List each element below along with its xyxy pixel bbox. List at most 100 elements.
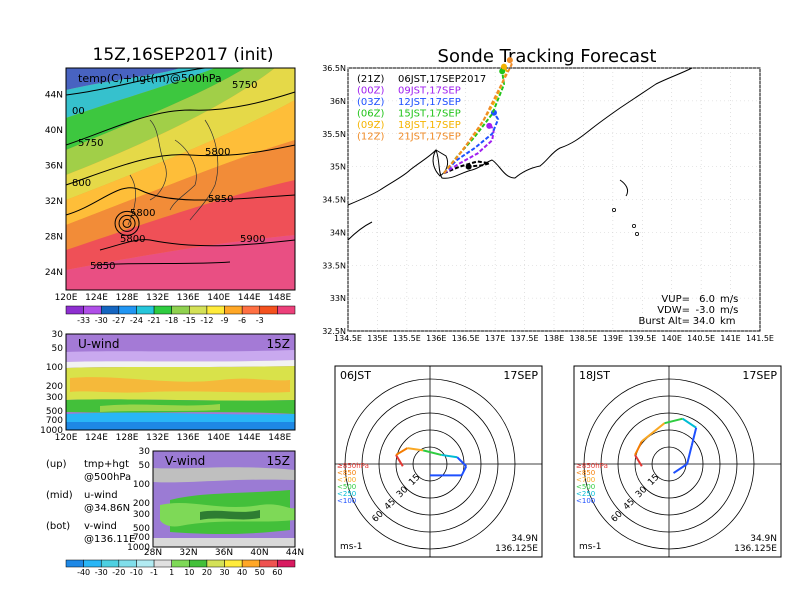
param-unit: m/s bbox=[720, 294, 738, 305]
height-contour-1 bbox=[65, 91, 296, 146]
wind-colorbar-label: 40 bbox=[237, 568, 247, 577]
hodo-legend-item: <500 bbox=[576, 483, 595, 491]
typhoon-ring-2 bbox=[114, 210, 140, 236]
wind-colorbar-swatch bbox=[224, 559, 243, 568]
wind-colorbar-swatch bbox=[241, 559, 261, 568]
colorbar-label: -15 bbox=[183, 316, 196, 325]
contour-label: 00 bbox=[72, 106, 85, 117]
note-text: u-wind bbox=[84, 490, 118, 501]
param-value: -3.0 bbox=[695, 305, 715, 316]
uwind-lon-tick: 120E bbox=[55, 433, 78, 443]
legend-time: 09JST,17SEP bbox=[398, 86, 461, 97]
hodo-time: 18JST bbox=[579, 369, 610, 382]
note-text: @34.86N bbox=[84, 503, 130, 514]
tracking-lat-tick: 35.5N bbox=[322, 130, 346, 139]
colorbar-swatch bbox=[224, 305, 243, 315]
wind-colorbar-swatch bbox=[100, 559, 120, 568]
wind-colorbar-swatch bbox=[118, 559, 137, 568]
tracking-lon-tick: 139E bbox=[603, 334, 623, 343]
uwind-lon-tick: 140E bbox=[207, 433, 230, 443]
map-lat-tick: 32N bbox=[45, 197, 63, 207]
legend-code: (00Z) bbox=[357, 86, 384, 97]
uwind-lon-tick: 128E bbox=[116, 433, 139, 443]
kii-coast bbox=[347, 221, 373, 241]
vwind-p-tick: 200 bbox=[133, 499, 150, 509]
tracking-lon-tick: 141E bbox=[720, 334, 740, 343]
vwind-p-tick: 30 bbox=[139, 447, 151, 457]
contour-labels: 5750 5750 5800 5800 5850 5900 5800 5850 00 800 bbox=[72, 80, 265, 272]
vwind-lat-ticks: 28N 32N 36N 40N 44N bbox=[144, 548, 304, 558]
contour-label: 5800 bbox=[130, 208, 155, 219]
trajectory-line bbox=[443, 112, 500, 174]
map-lat-tick: 44N bbox=[45, 91, 63, 101]
uwind-time: 15Z bbox=[267, 337, 291, 351]
hodo-legend-item: <850 bbox=[337, 469, 356, 477]
colorbar-swatch bbox=[189, 305, 208, 315]
contour-label: 5750 bbox=[232, 80, 257, 91]
uwind-band-0 bbox=[66, 350, 295, 362]
uwind-p-tick: 500 bbox=[46, 407, 63, 417]
hodograph-06jst: 06JST 17SEPms-134.9N136.125E15304560≥850h… bbox=[334, 365, 543, 558]
param-unit: km bbox=[720, 316, 736, 327]
uwind-p-tick: 1000 bbox=[40, 426, 63, 436]
tracking-lon-tick: 137.5E bbox=[511, 334, 539, 343]
landing-point bbox=[500, 63, 507, 70]
note-tag: (mid) bbox=[46, 490, 73, 501]
vwind-title: V-wind bbox=[165, 454, 205, 468]
hodo-segment bbox=[690, 427, 698, 447]
hodo-frame bbox=[334, 365, 543, 558]
tracking-coastline bbox=[347, 67, 693, 241]
typhoon-ring-0 bbox=[122, 218, 132, 228]
colorbar-label: -27 bbox=[112, 316, 125, 325]
tracking-lon-tick: 140.5E bbox=[687, 334, 715, 343]
hodo-segment bbox=[456, 456, 467, 467]
tracking-lat-tick: 36.5N bbox=[322, 64, 346, 73]
map-lon-tick: 120E bbox=[55, 293, 78, 303]
colorbar-swatch bbox=[206, 305, 225, 315]
coastline-0 bbox=[149, 119, 167, 201]
map-field-label: temp(C)+hgt(m)@500hPa bbox=[78, 72, 222, 85]
wind-colorbar-label: 50 bbox=[255, 568, 265, 577]
colorbar-swatch bbox=[171, 305, 190, 315]
vwind-lat-tick: 36N bbox=[215, 548, 233, 558]
uwind-p-tick: 200 bbox=[46, 382, 63, 392]
map-lon-tick: 140E bbox=[207, 293, 230, 303]
map-lat-ticks: 44N 40N 36N 32N 28N 24N bbox=[45, 91, 63, 279]
uwind-p-tick: 30 bbox=[52, 330, 64, 340]
uwind-lon-tick: 144E bbox=[238, 433, 261, 443]
wind-colorbar-label: 10 bbox=[184, 568, 194, 577]
map-lon-tick: 128E bbox=[116, 293, 139, 303]
coastline-2 bbox=[189, 119, 219, 221]
colorbar-swatch bbox=[65, 305, 84, 315]
wind-colorbar-swatch bbox=[136, 559, 155, 568]
wind-colorbar-label: 60 bbox=[272, 568, 282, 577]
vwind-p-tick: 50 bbox=[139, 461, 151, 471]
coastline-1 bbox=[169, 139, 197, 211]
wind-colorbar-swatch bbox=[259, 559, 278, 568]
island-dot bbox=[635, 231, 640, 236]
colorbar-label: -9 bbox=[221, 316, 229, 325]
map-lon-tick: 148E bbox=[268, 293, 291, 303]
param-label: VUP= bbox=[661, 294, 690, 305]
hodo-segment bbox=[686, 445, 693, 465]
contour-label: 5750 bbox=[78, 138, 103, 149]
param-label: VDW= bbox=[657, 305, 690, 316]
honshu-coastline bbox=[347, 67, 693, 206]
tracking-lat-ticks: 36.5N 36N 35.5N 35N 34.5N 34N 33.5N 33N 32.5N bbox=[322, 64, 346, 336]
tracking-lat-tick: 36N bbox=[330, 97, 346, 106]
uwind-lon-tick: 148E bbox=[268, 433, 291, 443]
param-unit: m/s bbox=[720, 305, 738, 316]
colorbar-swatch bbox=[118, 305, 137, 315]
uwind-title: U-wind bbox=[78, 337, 119, 351]
param-value: 6.0 bbox=[699, 294, 715, 305]
tracking-lat-tick: 33.5N bbox=[322, 261, 346, 270]
map-lon-tick: 136E bbox=[177, 293, 200, 303]
wind-colorbar-label: -1 bbox=[150, 568, 158, 577]
temp-band-4 bbox=[66, 68, 295, 200]
vwind-time: 15Z bbox=[267, 454, 291, 468]
colorbar-label: -21 bbox=[148, 316, 161, 325]
legend-code: (09Z) bbox=[357, 120, 384, 131]
temp-band-8 bbox=[66, 235, 295, 290]
